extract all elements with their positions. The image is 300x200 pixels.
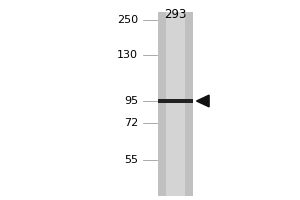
Text: 55: 55 [124,155,138,165]
Text: 250: 250 [117,15,138,25]
Text: 130: 130 [117,50,138,60]
Polygon shape [196,95,209,107]
Text: 293: 293 [164,8,187,21]
Bar [158,12,193,196]
Bar [158,99,193,103]
Text: 72: 72 [124,118,138,128]
Bar [166,12,185,196]
Text: 95: 95 [124,96,138,106]
